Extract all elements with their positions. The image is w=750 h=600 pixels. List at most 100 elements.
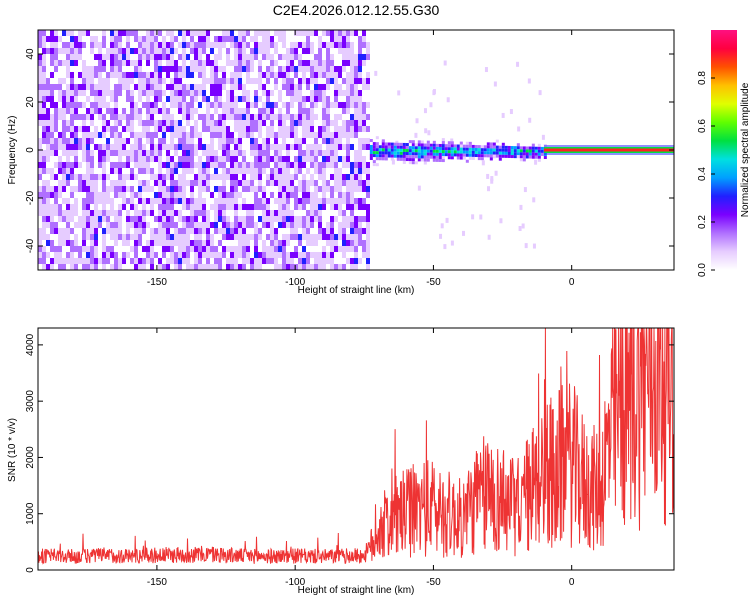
spectrogram-cell — [50, 144, 54, 150]
spectrogram-cell — [42, 168, 46, 174]
spectrogram-cell — [110, 30, 114, 36]
spectrogram-cell — [306, 234, 310, 240]
x-tick-label: -100 — [285, 577, 305, 588]
spectrogram-cell — [130, 114, 134, 120]
spectrogram-cell — [318, 48, 322, 54]
spectrogram-cell — [130, 222, 134, 228]
spectrogram-cell — [238, 162, 242, 168]
spectrogram-cell — [114, 96, 118, 102]
spectrogram-cell — [334, 72, 338, 78]
spectrogram-cell — [270, 258, 274, 264]
spectrogram-cell — [456, 153, 460, 157]
spectrogram-cell — [322, 198, 326, 204]
spectrogram-cell — [262, 150, 266, 156]
spectrogram-cell — [166, 132, 170, 138]
spectrogram-cell — [110, 150, 114, 156]
spectrogram-cell — [82, 192, 86, 198]
spectrogram-cell — [366, 78, 370, 84]
spectrogram-cell — [214, 60, 218, 66]
spectrogram-cell — [294, 132, 298, 138]
spectrogram-cell — [54, 42, 58, 48]
spectrogram-cell — [58, 96, 62, 102]
spectrogram-cell — [130, 216, 134, 222]
spectrogram-cell — [150, 258, 154, 264]
spectrogram-cell — [318, 96, 322, 102]
spectrogram-cell — [411, 158, 415, 162]
spectrogram-cell — [194, 42, 198, 48]
spectrogram-cell — [528, 149, 532, 153]
spectrogram-cell — [322, 162, 326, 168]
spectrogram-cell — [74, 210, 78, 216]
spectrogram-cell — [42, 84, 46, 90]
spectrogram-cell — [274, 132, 278, 138]
spectrogram-cell — [350, 264, 354, 270]
spectrogram-cell — [298, 42, 302, 48]
spectrogram-cell — [142, 84, 146, 90]
spectrogram-cell — [114, 252, 118, 258]
spectrogram-cell — [516, 146, 520, 150]
spectrogram-cell — [66, 138, 70, 144]
spectrogram-cell — [354, 162, 358, 168]
spectrogram-cell — [274, 246, 278, 252]
spectrogram-cell — [222, 126, 226, 132]
spectrogram-cell — [198, 192, 202, 198]
spectrogram-cell — [74, 90, 78, 96]
spectrogram-cell — [411, 155, 415, 159]
spectrogram-cell — [106, 54, 110, 60]
spectrogram-cell — [405, 155, 409, 159]
spectrogram-cell — [302, 48, 306, 54]
spectrogram-cell — [194, 222, 198, 228]
spectrogram-cell — [435, 149, 439, 153]
spectrogram-cell — [346, 120, 350, 126]
spectrogram-cell — [423, 146, 427, 150]
spectrogram-cell — [106, 186, 110, 192]
spectrogram-cell — [162, 192, 166, 198]
spectrogram-cell — [258, 228, 262, 234]
spectrogram-cell — [282, 192, 286, 198]
spectrogram-cell — [346, 138, 350, 144]
spectrogram-cell — [262, 210, 266, 216]
spectrogram-cell — [274, 258, 278, 264]
spectrogram-cell — [46, 210, 50, 216]
spectrogram-cell — [390, 151, 394, 155]
spectrogram-cell — [230, 96, 234, 102]
spectrogram-cell — [146, 84, 150, 90]
spectrogram-cell — [70, 264, 74, 270]
spectrogram-cell — [62, 186, 66, 192]
spectrogram-cell — [190, 162, 194, 168]
spectrogram-cell — [174, 234, 178, 240]
spectrogram-cell — [290, 126, 294, 132]
spectrogram-cell — [258, 126, 262, 132]
spectrogram-cell — [519, 152, 523, 156]
spectrogram-cell — [258, 102, 262, 108]
spectrogram-cell — [98, 54, 102, 60]
spectrogram-cell — [226, 216, 230, 222]
spectrogram-cell — [246, 96, 250, 102]
spectrogram-cell — [126, 30, 130, 36]
spectrogram-cell — [70, 216, 74, 222]
spectrogram-cell — [182, 204, 186, 210]
spectrogram-cell — [110, 84, 114, 90]
spectrogram-cell — [86, 216, 90, 222]
spectrogram-cell — [78, 186, 82, 192]
spectrogram-cell — [70, 228, 74, 234]
spectrogram-cell — [222, 30, 226, 36]
spectrogram-cell — [393, 145, 397, 149]
spectrogram-cell — [286, 30, 290, 36]
spectrogram-cell — [226, 168, 230, 174]
spectrogram-cell — [94, 96, 98, 102]
spectrogram-cell — [330, 120, 334, 126]
x-tick-label: -50 — [426, 277, 441, 288]
spectrogram-cell — [202, 36, 206, 42]
spectrogram-cell — [242, 234, 246, 240]
spectrogram-cell — [334, 90, 338, 96]
spectrogram-cell — [174, 36, 178, 42]
spectrogram-cell — [238, 168, 242, 174]
spectrogram-cell — [302, 114, 306, 120]
spectrogram-cell — [198, 198, 202, 204]
spectrogram-cell — [138, 186, 142, 192]
spectrogram-cell — [218, 120, 222, 126]
spectrogram-cell — [106, 246, 110, 252]
spectrogram-cell — [465, 159, 469, 163]
spectrogram-cell — [46, 180, 50, 186]
